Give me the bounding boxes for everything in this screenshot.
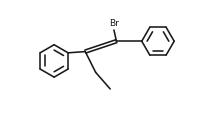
Text: Br: Br [109,19,119,28]
